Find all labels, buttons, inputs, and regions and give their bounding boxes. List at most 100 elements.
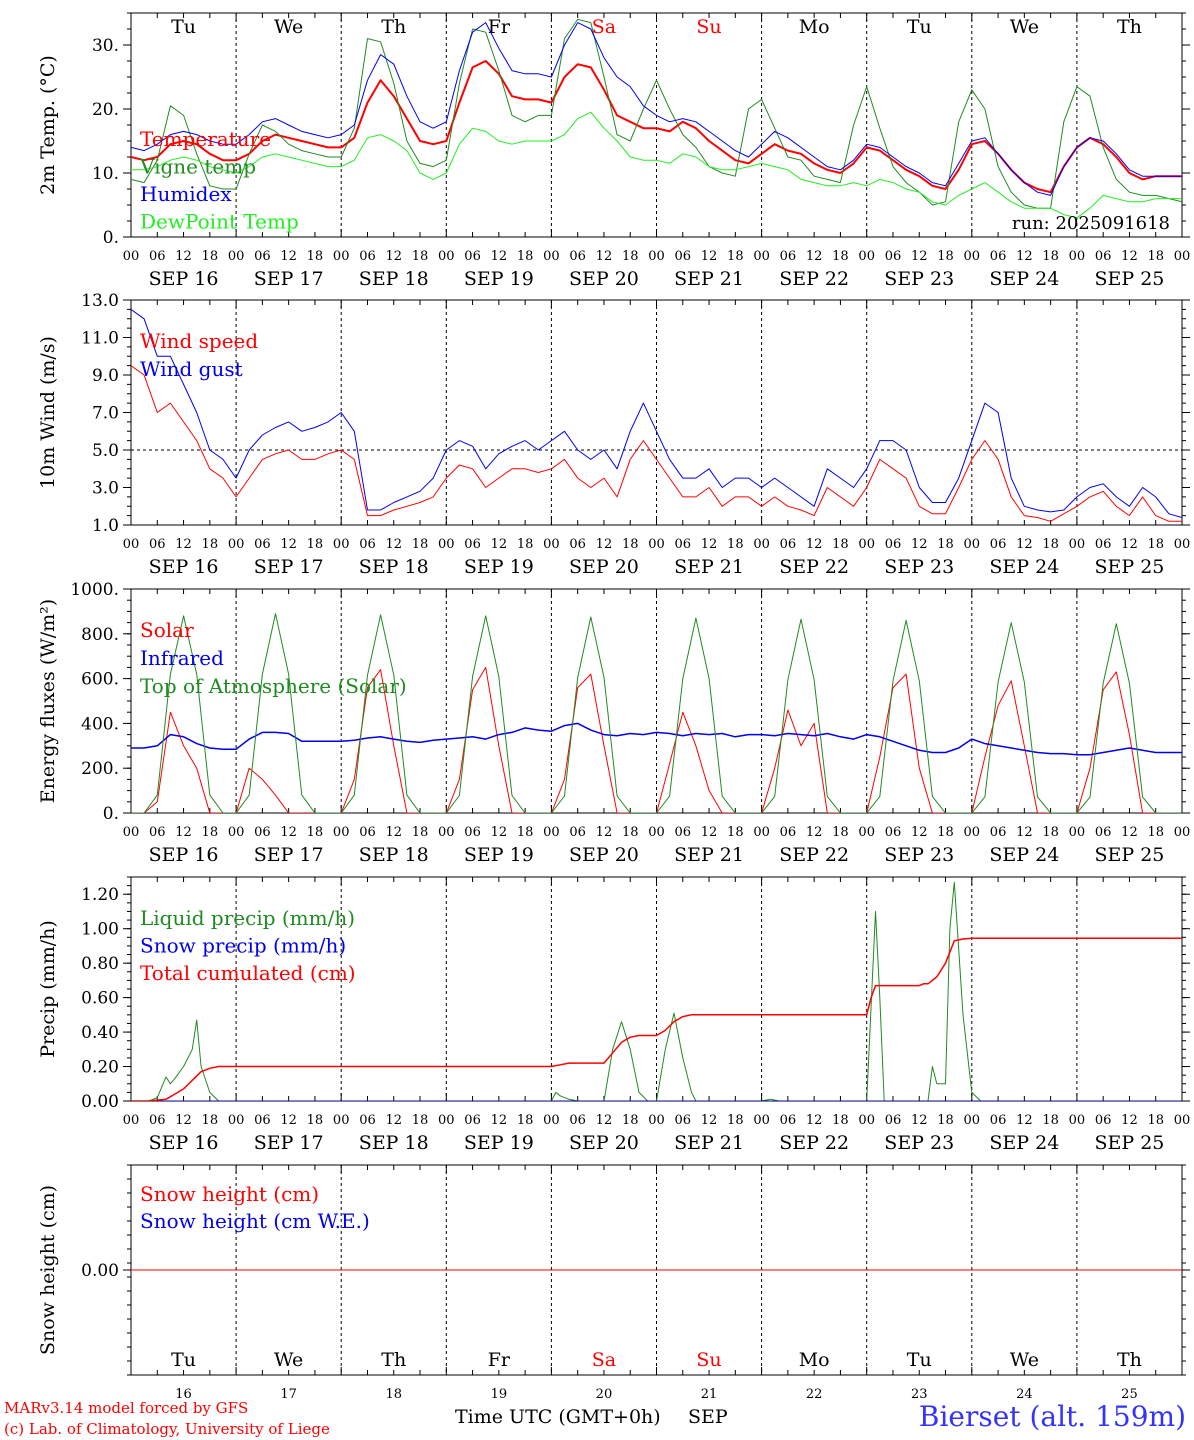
hour-tick-label: 00: [753, 537, 770, 552]
hour-tick-label: 18: [412, 537, 429, 552]
panel-energy: 0. 200. 400. 600. 800. 1000. Energy fluxes (W/…: [37, 580, 1190, 866]
hour-tick-label: 00: [333, 1113, 350, 1128]
y-tick-label: 11.0: [81, 329, 119, 349]
date-label: SEP 16: [149, 844, 219, 866]
hour-tick-label: 18: [832, 537, 849, 552]
hour-tick-label: 18: [727, 1113, 744, 1128]
meteogram: 0. 10. 20. 30. 2m Temp. (°C) Tu We Th Fr Sa Su Mo Tu…: [37, 12, 1190, 1400]
hour-tick-label: 12: [280, 537, 297, 552]
hour-tick-label: 12: [1016, 1113, 1033, 1128]
hour-tick-label: 18: [1042, 537, 1059, 552]
hour-tick-label: 00: [333, 825, 350, 840]
hour-tick-label: 18: [307, 249, 324, 264]
y-axis-label: Precip (mm/h): [37, 920, 59, 1058]
hour-tick-label: 06: [780, 1113, 797, 1128]
panel-precip: 0.00 0.20 0.40 0.60 0.80 1.00 1.20 Precip (mm/h…: [37, 876, 1190, 1154]
hour-tick-label: 12: [280, 1113, 297, 1128]
hour-tick-label: 06: [780, 825, 797, 840]
y-tick-label: 3.0: [92, 479, 119, 499]
legend-entry: Humidex: [140, 182, 232, 206]
series-humidex: [131, 22, 1182, 196]
time-axis-label: Time UTC (GMT+0h): [455, 1406, 661, 1428]
hour-tick-label: 12: [280, 249, 297, 264]
hour-tick-label: 00: [648, 249, 665, 264]
date-label: SEP 18: [359, 844, 429, 866]
hour-tick-label: 06: [990, 825, 1007, 840]
hour-tick-label: 18: [517, 1113, 534, 1128]
hour-tick-label: 12: [385, 537, 402, 552]
day-number-label: 19: [491, 1387, 508, 1400]
date-label: SEP 22: [779, 844, 849, 866]
weekday-label: Th: [381, 16, 406, 38]
legend-entry: Infrared: [140, 646, 224, 670]
hour-tick-label: 12: [491, 825, 508, 840]
month-label: SEP: [688, 1406, 728, 1428]
hour-tick-label: 00: [1069, 825, 1086, 840]
hour-tick-label: 12: [596, 1113, 613, 1128]
series-vigne-temp: [131, 18, 1182, 209]
hour-tick-label: 12: [175, 825, 192, 840]
hour-tick-label: 18: [1147, 537, 1164, 552]
hour-tick-label: 00: [648, 825, 665, 840]
date-label: SEP 20: [569, 844, 639, 866]
hour-tick-label: 06: [149, 1113, 166, 1128]
hour-tick-label: 12: [491, 1113, 508, 1128]
y-tick-label: 13.0: [81, 291, 119, 311]
hour-tick-label: 18: [202, 537, 219, 552]
hour-tick-label: 18: [727, 537, 744, 552]
hour-tick-label: 12: [806, 1113, 823, 1128]
date-label: SEP 19: [464, 844, 534, 866]
date-label: SEP 24: [989, 844, 1059, 866]
y-tick-label: 0.: [103, 804, 119, 824]
y-axis-label: 10m Wind (m/s): [37, 336, 59, 489]
hour-tick-label: 06: [254, 1113, 271, 1128]
hour-tick-label: 06: [569, 537, 586, 552]
date-label: SEP 17: [254, 268, 324, 290]
hour-tick-label: 18: [202, 825, 219, 840]
series-total-cumulated-cm: [131, 937, 1182, 1101]
hour-tick-label: 18: [727, 825, 744, 840]
date-label: SEP 19: [464, 1132, 534, 1154]
legend-entry: Solar: [140, 618, 194, 642]
hour-tick-label: 06: [464, 249, 481, 264]
hour-tick-label: 00: [1069, 249, 1086, 264]
y-tick-label: 1.20: [81, 885, 119, 905]
hour-tick-label: 06: [780, 249, 797, 264]
date-label: SEP 24: [989, 556, 1059, 578]
weekday-label: Su: [696, 16, 721, 38]
day-number-label: 17: [280, 1387, 297, 1400]
day-number-label: 24: [1016, 1387, 1033, 1400]
weekday-label: Tu: [907, 16, 932, 38]
hour-tick-label: 00: [438, 825, 455, 840]
model-credit: MARv3.14 model forced by GFS: [4, 1399, 249, 1417]
hour-tick-label: 18: [1147, 825, 1164, 840]
date-label: SEP 22: [779, 1132, 849, 1154]
hour-tick-label: 00: [333, 249, 350, 264]
hour-tick-label: 00: [438, 1113, 455, 1128]
legend-entry: Snow height (cm): [140, 1182, 319, 1206]
hour-tick-label: 12: [701, 825, 718, 840]
hour-tick-label: 12: [1121, 825, 1138, 840]
hour-tick-label: 12: [806, 537, 823, 552]
hour-tick-label: 18: [517, 249, 534, 264]
hour-tick-label: 06: [254, 249, 271, 264]
date-label: SEP 22: [779, 556, 849, 578]
date-label: SEP 24: [989, 1132, 1059, 1154]
date-label: SEP 25: [1095, 268, 1165, 290]
legend-entry: Snow height (cm W.E.): [140, 1209, 370, 1233]
hour-tick-label: 12: [701, 249, 718, 264]
lab-credit: (c) Lab. of Climatology, University of L…: [4, 1420, 330, 1438]
hour-tick-label: 06: [149, 249, 166, 264]
date-label: SEP 21: [674, 268, 744, 290]
hour-tick-label: 12: [911, 1113, 928, 1128]
hour-tick-label: 00: [543, 825, 560, 840]
legend-entry: Snow precip (mm/h): [140, 934, 346, 958]
hour-tick-label: 06: [569, 825, 586, 840]
hour-tick-label: 06: [254, 825, 271, 840]
hour-tick-label: 12: [491, 249, 508, 264]
date-label: SEP 19: [464, 556, 534, 578]
hour-tick-label: 00: [648, 537, 665, 552]
series-dewpoint-temp: [131, 111, 1182, 219]
weekday-label: Tu: [171, 1349, 196, 1371]
hour-tick-label: 12: [491, 537, 508, 552]
